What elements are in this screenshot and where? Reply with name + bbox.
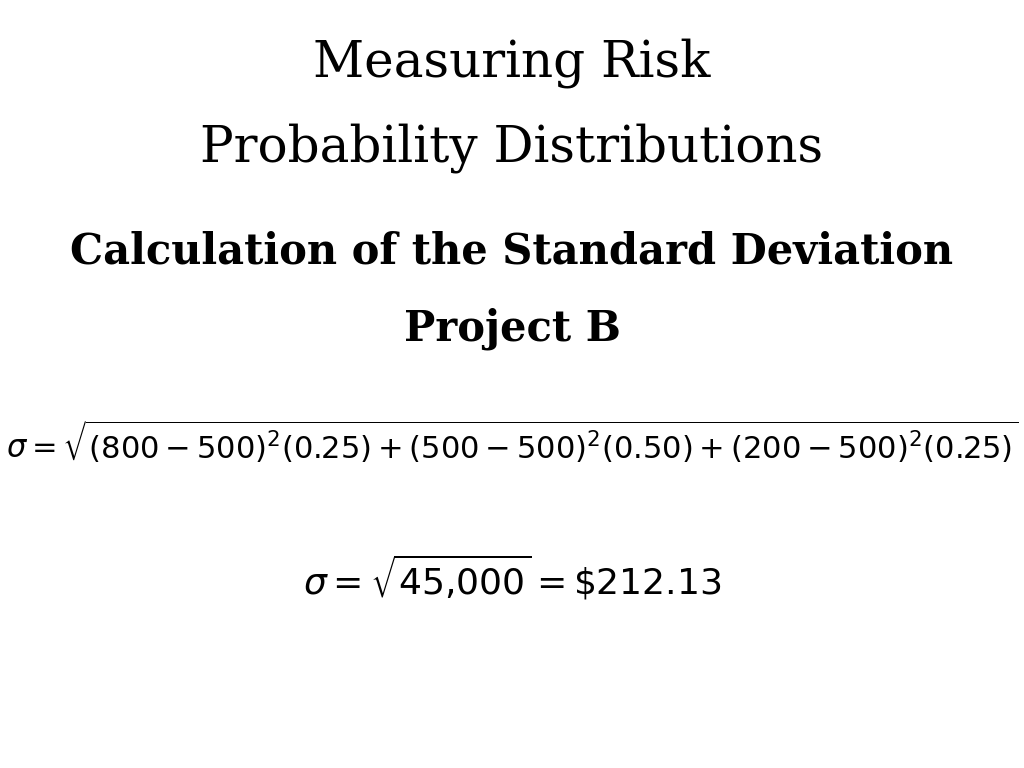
- Text: Probability Distributions: Probability Distributions: [201, 123, 823, 173]
- Text: Measuring Risk: Measuring Risk: [313, 38, 711, 88]
- Text: $\sigma = \sqrt{45{,}000} = \$212.13$: $\sigma = \sqrt{45{,}000} = \$212.13$: [303, 553, 721, 602]
- Text: Calculation of the Standard Deviation: Calculation of the Standard Deviation: [71, 230, 953, 273]
- Text: $\sigma = \sqrt{(800-500)^2(0.25)+(500-500)^2(0.50)+(200-500)^2(0.25)}$: $\sigma = \sqrt{(800-500)^2(0.25)+(500-5…: [6, 419, 1018, 465]
- Text: Project B: Project B: [403, 307, 621, 349]
